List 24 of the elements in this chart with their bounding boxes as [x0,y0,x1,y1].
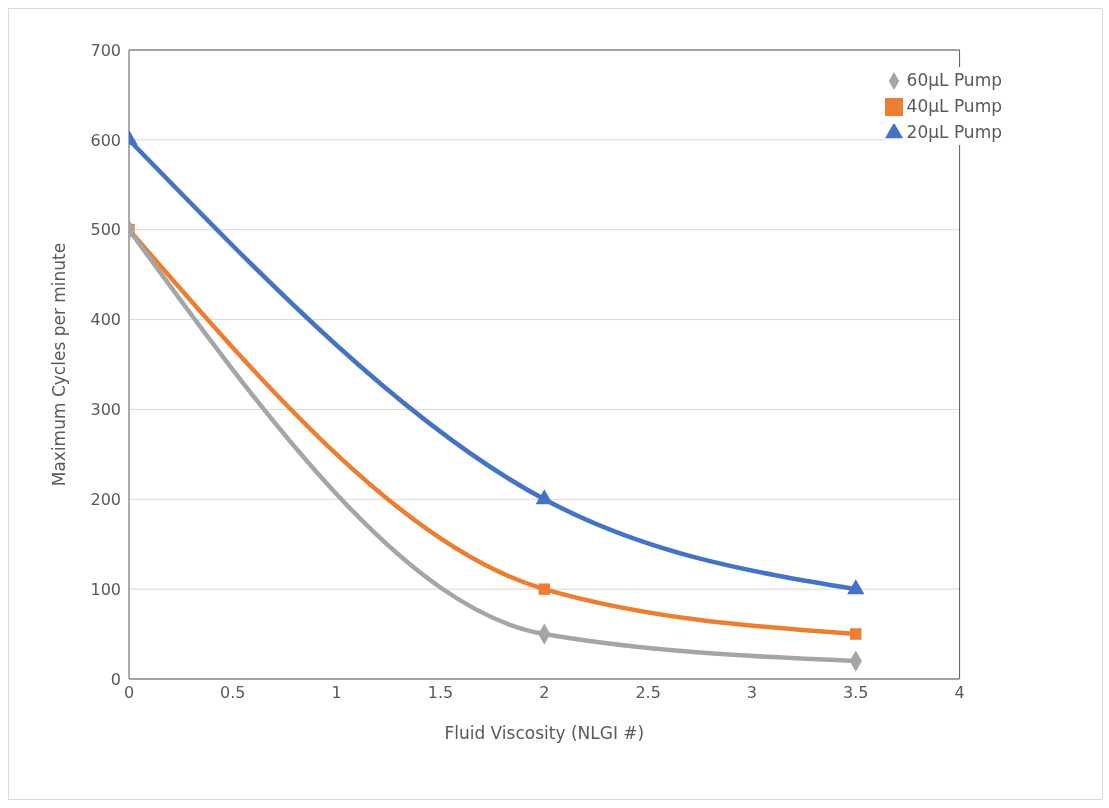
legend-label: 40µL Pump [906,96,1002,116]
y-tick-label: 700 [90,40,121,60]
legend-label: 20µL Pump [906,122,1002,142]
x-tick-label: 1 [331,683,342,703]
y-tick-label: 300 [90,400,121,420]
x-tick-label: 2.5 [635,683,661,703]
point [850,628,862,640]
x-tick-label: 2 [539,683,550,703]
point [538,583,550,595]
y-tick-label: 500 [90,220,121,240]
x-tick-label: 3 [746,683,758,703]
y-tick-label: 400 [90,310,121,330]
x-axis-title: Fluid Viscosity (NLGI #) [444,723,645,743]
x-tick-label: 0 [123,683,135,703]
x-tick-label: 3.5 [843,683,869,703]
legend-label: 60µL Pump [906,70,1002,90]
y-tick-label: 600 [90,130,121,150]
y-tick-label: 100 [90,579,121,599]
y-axis-title: Maximum Cycles per minute [49,242,70,487]
y-tick-label: 0 [110,669,121,689]
y-tick-label: 200 [90,489,121,509]
x-tick-label: 4 [954,683,965,703]
x-tick-label: 1.5 [427,683,454,703]
x-tick-label: 0.5 [220,683,246,703]
